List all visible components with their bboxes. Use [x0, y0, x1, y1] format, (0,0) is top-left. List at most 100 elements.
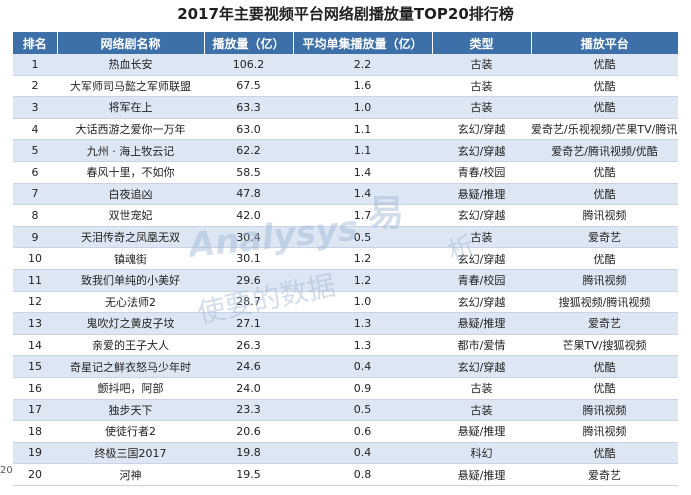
cell-genre: 都市/爱情: [432, 334, 531, 357]
cell-rank: 14: [13, 334, 57, 357]
cell-name: 独步天下: [57, 399, 204, 422]
cell-rank: 7: [13, 183, 57, 206]
cell-avg: 0.9: [293, 377, 432, 400]
table-row: 5 九州 · 海上牧云记 62.2 1.1 玄幻/穿越 爱奇艺/腾讯视频/优酷: [13, 139, 678, 162]
cell-platform: 爱奇艺: [531, 312, 678, 335]
cell-plays: 24.0: [204, 377, 293, 400]
cell-platform: 爱奇艺/乐视视频/芒果TV/腾讯视频: [531, 118, 678, 141]
cell-rank: 11: [13, 269, 57, 292]
cell-plays: 30.1: [204, 247, 293, 270]
cell-platform: 芒果TV/搜狐视频: [531, 334, 678, 357]
cell-plays: 23.3: [204, 399, 293, 422]
cell-avg: 0.5: [293, 399, 432, 422]
cell-rank: 15: [13, 355, 57, 378]
cell-name: 春风十里，不如你: [57, 161, 204, 184]
cell-plays: 29.6: [204, 269, 293, 292]
cell-genre: 玄幻/穿越: [432, 118, 531, 141]
cell-plays: 28.7: [204, 291, 293, 314]
cell-name: 无心法师2: [57, 291, 204, 314]
cell-name: 亲爱的王子大人: [57, 334, 204, 357]
table-row: 14 亲爱的王子大人 26.3 1.3 都市/爱情 芒果TV/搜狐视频: [13, 334, 678, 357]
cell-avg: 0.8: [293, 463, 432, 486]
cell-platform: 优酷: [531, 355, 678, 378]
cell-avg: 1.7: [293, 204, 432, 227]
cell-avg: 1.3: [293, 312, 432, 335]
cell-genre: 悬疑/推理: [432, 183, 531, 206]
cell-genre: 玄幻/穿越: [432, 291, 531, 314]
cell-plays: 67.5: [204, 75, 293, 98]
cell-name: 河神: [57, 463, 204, 486]
cell-avg: 1.6: [293, 75, 432, 98]
cell-genre: 古装: [432, 226, 531, 249]
ranking-table: 排名 网络剧名称 播放量（亿） 平均单集播放量（亿） 类型 播放平台 1 热血长安…: [13, 32, 678, 486]
cell-avg: 1.1: [293, 118, 432, 141]
cell-genre: 青春/校园: [432, 161, 531, 184]
table-row: 16 颤抖吧，阿部 24.0 0.9 古装 优酷: [13, 377, 678, 400]
cell-avg: 1.0: [293, 291, 432, 314]
table-row: 2 大军师司马懿之军师联盟 67.5 1.6 古装 优酷: [13, 75, 678, 98]
cell-name: 双世宠妃: [57, 204, 204, 227]
cell-genre: 玄幻/穿越: [432, 247, 531, 270]
cell-avg: 0.4: [293, 442, 432, 465]
cell-platform: 优酷: [531, 183, 678, 206]
cell-rank: 13: [13, 312, 57, 335]
cell-rank: 9: [13, 226, 57, 249]
cell-plays: 47.8: [204, 183, 293, 206]
cell-platform: 优酷: [531, 96, 678, 119]
cell-rank: 1: [13, 54, 57, 76]
cell-genre: 悬疑/推理: [432, 312, 531, 335]
cell-rank: 5: [13, 139, 57, 162]
cell-name: 热血长安: [57, 54, 204, 76]
cell-avg: 1.4: [293, 183, 432, 206]
cell-name: 大军师司马懿之军师联盟: [57, 75, 204, 98]
cell-genre: 玄幻/穿越: [432, 355, 531, 378]
cell-name: 将军在上: [57, 96, 204, 119]
cell-genre: 古装: [432, 54, 531, 76]
cell-platform: 优酷: [531, 54, 678, 76]
table-header-row: 排名 网络剧名称 播放量（亿） 平均单集播放量（亿） 类型 播放平台: [13, 32, 678, 54]
header-genre: 类型: [432, 32, 532, 54]
cell-plays: 19.5: [204, 463, 293, 486]
table-row: 8 双世宠妃 42.0 1.7 玄幻/穿越 腾讯视频: [13, 204, 678, 227]
cell-name: 天泪传奇之凤凰无双: [57, 226, 204, 249]
cell-rank: 18: [13, 420, 57, 443]
table-title: 2017年主要视频平台网络剧播放量TOP20排行榜: [177, 5, 514, 23]
table-row: 1 热血长安 106.2 2.2 古装 优酷: [13, 54, 678, 76]
cell-platform: 爱奇艺/腾讯视频/优酷: [531, 139, 678, 162]
footer-text: 20: [0, 465, 13, 476]
cell-name: 颤抖吧，阿部: [57, 377, 204, 400]
table-row: 17 独步天下 23.3 0.5 古装 腾讯视频: [13, 399, 678, 422]
cell-plays: 63.3: [204, 96, 293, 119]
cell-platform: 优酷: [531, 161, 678, 184]
cell-rank: 4: [13, 118, 57, 141]
table-row: 12 无心法师2 28.7 1.0 玄幻/穿越 搜狐视频/腾讯视频: [13, 291, 678, 314]
header-name: 网络剧名称: [57, 32, 205, 54]
cell-avg: 0.4: [293, 355, 432, 378]
cell-platform: 腾讯视频: [531, 420, 678, 443]
cell-avg: 1.2: [293, 269, 432, 292]
cell-plays: 24.6: [204, 355, 293, 378]
cell-genre: 悬疑/推理: [432, 463, 531, 486]
table-row: 10 镇魂街 30.1 1.2 玄幻/穿越 优酷: [13, 247, 678, 270]
cell-plays: 63.0: [204, 118, 293, 141]
cell-name: 大话西游之爱你一万年: [57, 118, 204, 141]
cell-rank: 16: [13, 377, 57, 400]
table-row: 18 使徒行者2 20.6 0.6 悬疑/推理 腾讯视频: [13, 420, 678, 443]
table-row: 11 致我们单纯的小美好 29.6 1.2 青春/校园 腾讯视频: [13, 269, 678, 292]
cell-plays: 26.3: [204, 334, 293, 357]
cell-name: 奇星记之鲜衣怒马少年时: [57, 355, 204, 378]
cell-rank: 10: [13, 247, 57, 270]
cell-platform: 腾讯视频: [531, 399, 678, 422]
table-row: 3 将军在上 63.3 1.0 古装 优酷: [13, 96, 678, 119]
cell-rank: 19: [13, 442, 57, 465]
header-rank: 排名: [13, 32, 58, 54]
cell-plays: 27.1: [204, 312, 293, 335]
cell-avg: 1.3: [293, 334, 432, 357]
cell-name: 九州 · 海上牧云记: [57, 139, 204, 162]
cell-name: 使徒行者2: [57, 420, 204, 443]
cell-rank: 17: [13, 399, 57, 422]
table-row: 6 春风十里，不如你 58.5 1.4 青春/校园 优酷: [13, 161, 678, 184]
cell-platform: 爱奇艺: [531, 463, 678, 486]
cell-avg: 0.5: [293, 226, 432, 249]
cell-platform: 爱奇艺: [531, 226, 678, 249]
